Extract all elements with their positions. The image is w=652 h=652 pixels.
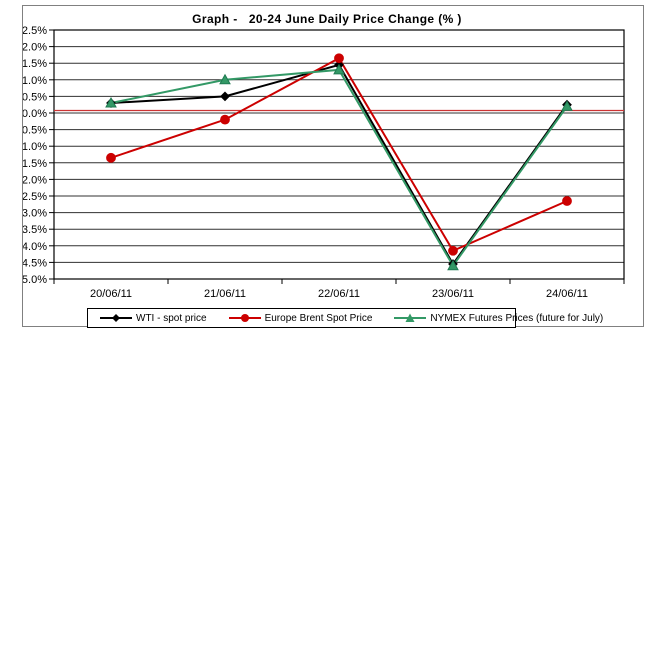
data-point-marker bbox=[219, 73, 231, 85]
chart-legend: WTI - spot price Europe Brent Spot Price N… bbox=[87, 308, 603, 328]
data-point-marker bbox=[220, 114, 230, 125]
series-line bbox=[110, 63, 568, 266]
series-line bbox=[110, 56, 568, 253]
y-axis-label: -5.0% bbox=[23, 274, 47, 286]
y-axis-label: 1.0% bbox=[23, 75, 47, 87]
y-axis-label: -0.5% bbox=[23, 125, 47, 137]
y-axis-label: 0.0% bbox=[23, 108, 47, 120]
x-axis-label: 24/06/11 bbox=[546, 288, 588, 300]
data-point-marker bbox=[334, 53, 344, 64]
data-point-marker bbox=[220, 91, 230, 102]
y-axis-label: 0.5% bbox=[23, 91, 47, 103]
chart-title: Graph - 20-24 June Daily Price Change (%… bbox=[192, 12, 462, 26]
legend-label: Europe Brent Spot Price bbox=[264, 312, 373, 324]
y-axis-label: -2.5% bbox=[23, 191, 47, 203]
legend-label: NYMEX Futures Prices (future for July) bbox=[430, 312, 604, 324]
data-point-marker bbox=[105, 97, 117, 108]
legend-item: NYMEX Futures Prices (future for July) bbox=[394, 312, 603, 324]
legend-item: Europe Brent Spot Price bbox=[228, 312, 373, 324]
x-axis-label: 21/06/11 bbox=[204, 288, 246, 300]
chart-object[interactable]: Graph - 20-24 June Daily Price Change (%… bbox=[22, 5, 644, 328]
y-axis-label: -1.0% bbox=[23, 141, 47, 153]
data-point-marker bbox=[333, 63, 345, 75]
y-axis-label: -1.5% bbox=[23, 158, 47, 170]
circle-legend-icon bbox=[228, 314, 261, 322]
x-axis-label: 22/06/11 bbox=[318, 288, 360, 300]
y-axis-label: -4.0% bbox=[23, 241, 47, 253]
y-axis-label: -3.0% bbox=[23, 208, 47, 220]
y-axis-label: 2.5% bbox=[23, 25, 47, 37]
legend-label: WTI - spot price bbox=[136, 312, 207, 324]
plot-area: 2.5% 2.0% 1.5% 1.0% 0.5% 0.0% -0.5% -1.0% -1.5% -… bbox=[23, 25, 625, 300]
y-axis-label: 2.0% bbox=[23, 42, 47, 54]
y-axis-label: -3.5% bbox=[23, 224, 47, 236]
data-point-marker bbox=[562, 196, 572, 206]
x-axis-label: 23/06/11 bbox=[432, 288, 474, 300]
data-point-marker bbox=[448, 245, 458, 256]
y-axis-label: -2.0% bbox=[23, 174, 47, 186]
data-point-marker bbox=[561, 100, 573, 111]
y-axis-label: 1.5% bbox=[23, 58, 47, 70]
triangle-legend-icon bbox=[394, 313, 427, 322]
data-point-marker bbox=[106, 152, 116, 163]
data-point-marker bbox=[447, 259, 459, 271]
diamond-legend-icon bbox=[100, 314, 132, 322]
plot-border bbox=[53, 29, 625, 280]
x-axis-label: 20/06/11 bbox=[90, 288, 132, 300]
legend-item: WTI - spot price bbox=[100, 312, 207, 324]
y-axis-label: -4.5% bbox=[23, 257, 47, 269]
